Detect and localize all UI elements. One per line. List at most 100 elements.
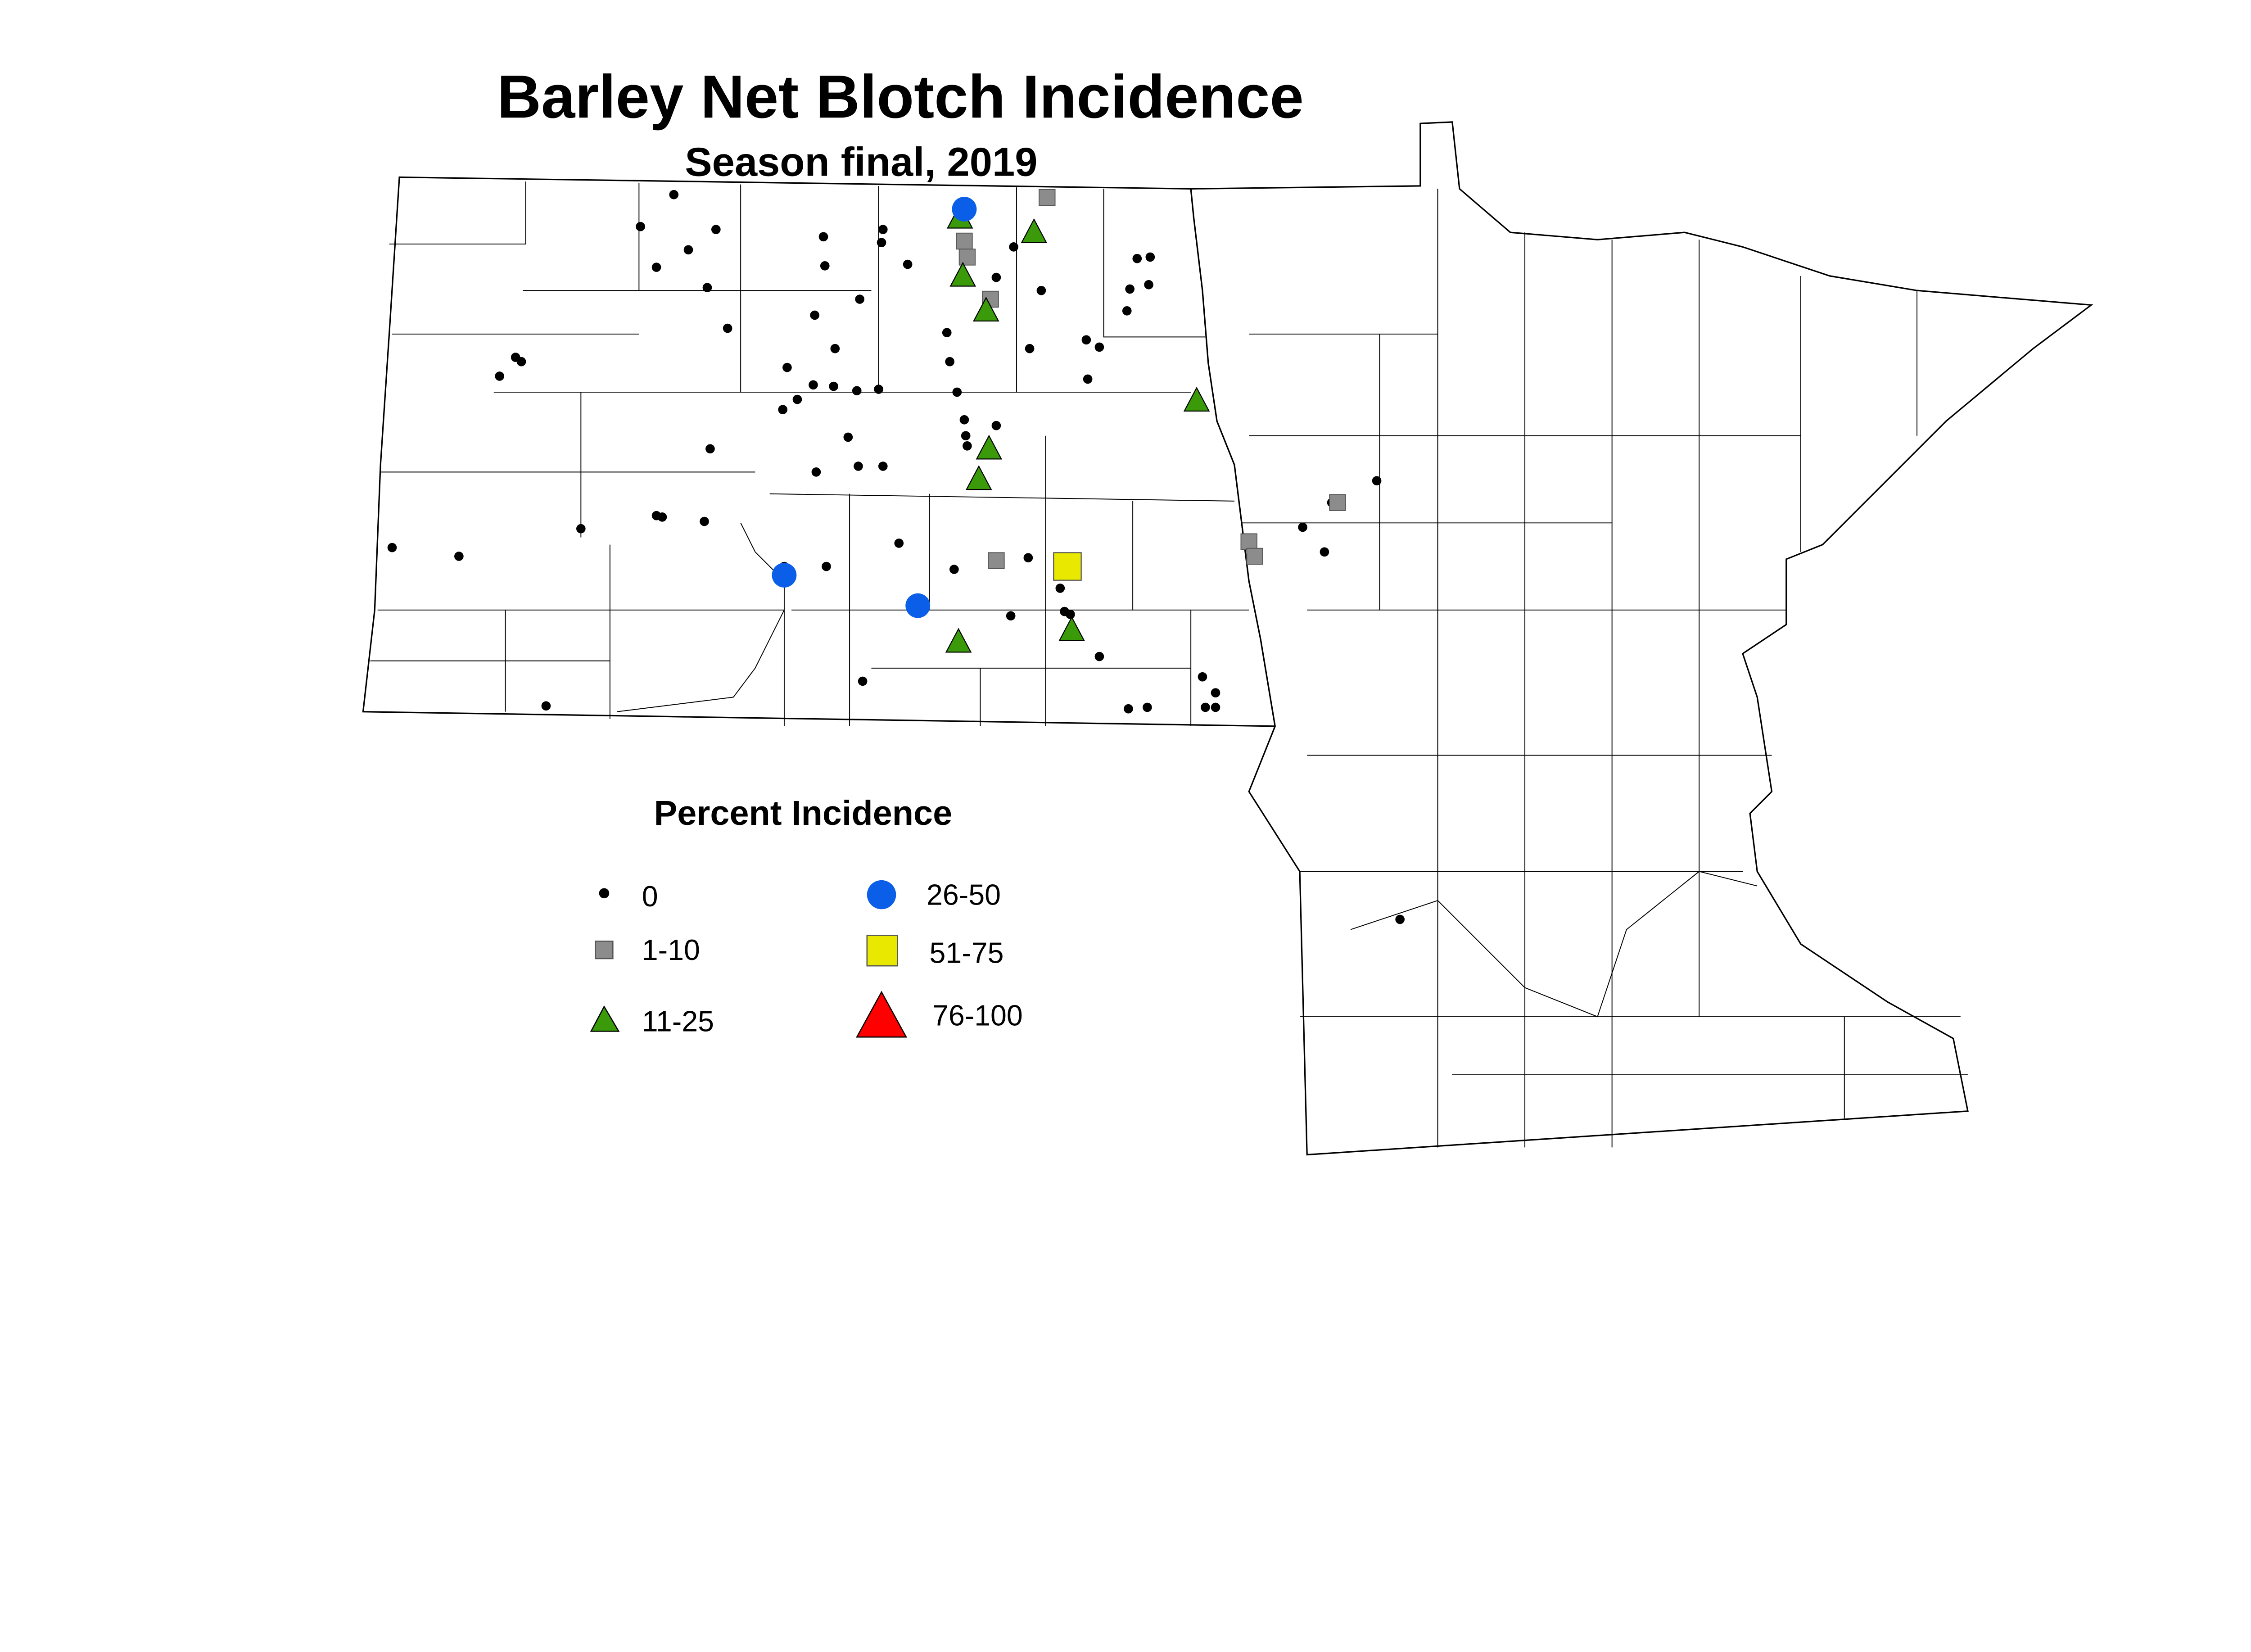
site-marker-0: [541, 701, 551, 711]
site-marker-0: [1298, 522, 1307, 532]
site-marker-0: [1125, 284, 1135, 294]
site-marker-0: [1094, 652, 1104, 661]
site-marker-26-50: [905, 593, 931, 618]
site-marker-0: [1081, 335, 1091, 345]
site-marker-0: [711, 225, 721, 234]
site-marker-0: [952, 387, 962, 397]
site-marker-0: [1198, 672, 1207, 682]
site-marker-0: [651, 263, 661, 272]
site-marker-1-10: [1246, 548, 1263, 565]
county-lines: [370, 181, 1968, 1148]
site-marker-0: [855, 294, 865, 304]
site-marker-0: [818, 232, 828, 242]
site-marker-0: [949, 565, 959, 574]
site-marker-1-10: [988, 552, 1005, 569]
site-marker-0: [495, 371, 505, 381]
site-marker-0: [657, 512, 667, 522]
site-marker-11-25: [973, 296, 999, 322]
site-marker-0: [1006, 611, 1016, 621]
site-marker-0: [778, 405, 788, 414]
legend-item-0: 0: [599, 880, 658, 913]
site-marker-0: [1211, 688, 1220, 698]
site-marker-0: [820, 261, 830, 271]
site-marker-0: [1320, 547, 1329, 557]
site-marker-0: [830, 344, 840, 353]
legend-item-26-50: 26-50: [867, 879, 1001, 911]
site-marker-0: [792, 394, 802, 404]
site-marker-0: [705, 444, 715, 454]
legend-item-1-10: 1-10: [595, 934, 700, 966]
site-marker-11-25: [949, 262, 976, 287]
site-marker-0: [1083, 374, 1093, 384]
site-marker-0: [636, 222, 645, 231]
site-marker-0: [1132, 253, 1142, 263]
site-marker-0: [961, 431, 971, 441]
site-marker-0: [810, 310, 820, 320]
legend-label-11-25: 11-25: [642, 1005, 714, 1037]
site-marker-0: [782, 362, 792, 372]
site-marker-0: [852, 386, 862, 396]
site-marker-0: [516, 357, 526, 367]
site-marker-1-10: [958, 249, 976, 266]
site-marker-0: [454, 552, 464, 561]
site-marker-26-50: [772, 562, 797, 588]
site-marker-1-10: [956, 232, 973, 250]
site-marker-0: [1144, 280, 1153, 290]
site-marker-0: [903, 259, 913, 269]
site-marker-0: [700, 516, 709, 526]
site-marker-0: [1201, 702, 1210, 712]
site-marker-0: [874, 385, 883, 394]
legend-item-11-25: 11-25: [590, 1005, 714, 1037]
site-marker-1-10: [1039, 189, 1056, 206]
site-marker-1-10: [1329, 494, 1346, 511]
site-marker-0: [723, 323, 732, 333]
site-marker-0: [1066, 610, 1075, 619]
site-marker-0: [1211, 702, 1220, 712]
site-marker-0: [991, 421, 1001, 430]
site-marker-0: [894, 539, 904, 548]
site-marker-0: [809, 380, 818, 390]
site-marker-11-25: [1021, 218, 1048, 243]
site-marker-0: [963, 441, 972, 451]
legend-label-51-75: 51-75: [930, 937, 1004, 969]
site-marker-0: [811, 467, 821, 477]
site-marker-0: [683, 245, 693, 255]
site-marker-11-25: [945, 628, 972, 653]
site-marker-0: [1055, 584, 1065, 593]
site-marker-0: [991, 272, 1001, 282]
site-marker-0: [1372, 476, 1382, 486]
site-marker-0: [829, 381, 838, 391]
site-marker-0: [1143, 702, 1152, 712]
minnesota: [1190, 121, 2093, 1156]
site-marker-0: [822, 561, 831, 571]
site-marker-0: [843, 432, 853, 442]
site-marker-0: [878, 225, 888, 234]
site-marker-0: [878, 462, 888, 471]
site-marker-0: [854, 462, 863, 471]
map: Barley Net Blotch Incidence Season final…: [362, 62, 2093, 1156]
site-marker-0: [1122, 306, 1132, 316]
site-marker-0: [942, 328, 952, 338]
site-marker-0: [1023, 553, 1033, 563]
site-marker-11-25: [1183, 386, 1210, 412]
sample-sites: [387, 189, 1405, 924]
site-marker-1-10: [1240, 533, 1257, 550]
site-marker-0: [959, 415, 969, 425]
map-subtitle: Season final, 2019: [685, 139, 1037, 185]
map-title: Barley Net Blotch Incidence: [497, 62, 1304, 131]
legend-label-1-10: 1-10: [642, 934, 700, 966]
site-marker-11-25: [965, 465, 992, 490]
legend-item-51-75: 51-75: [866, 935, 1004, 969]
site-marker-0: [877, 238, 886, 248]
site-marker-0: [387, 543, 397, 552]
site-marker-0: [1009, 242, 1018, 252]
legend-title: Percent Incidence: [654, 794, 953, 833]
site-marker-26-50: [952, 197, 977, 222]
site-marker-0: [702, 283, 712, 293]
site-marker-0: [576, 524, 586, 534]
site-marker-51-75: [1053, 552, 1082, 581]
site-marker-0: [1094, 342, 1104, 352]
site-marker-0: [1124, 704, 1133, 714]
legend-label-26-50: 26-50: [927, 879, 1001, 911]
site-marker-0: [858, 676, 868, 686]
